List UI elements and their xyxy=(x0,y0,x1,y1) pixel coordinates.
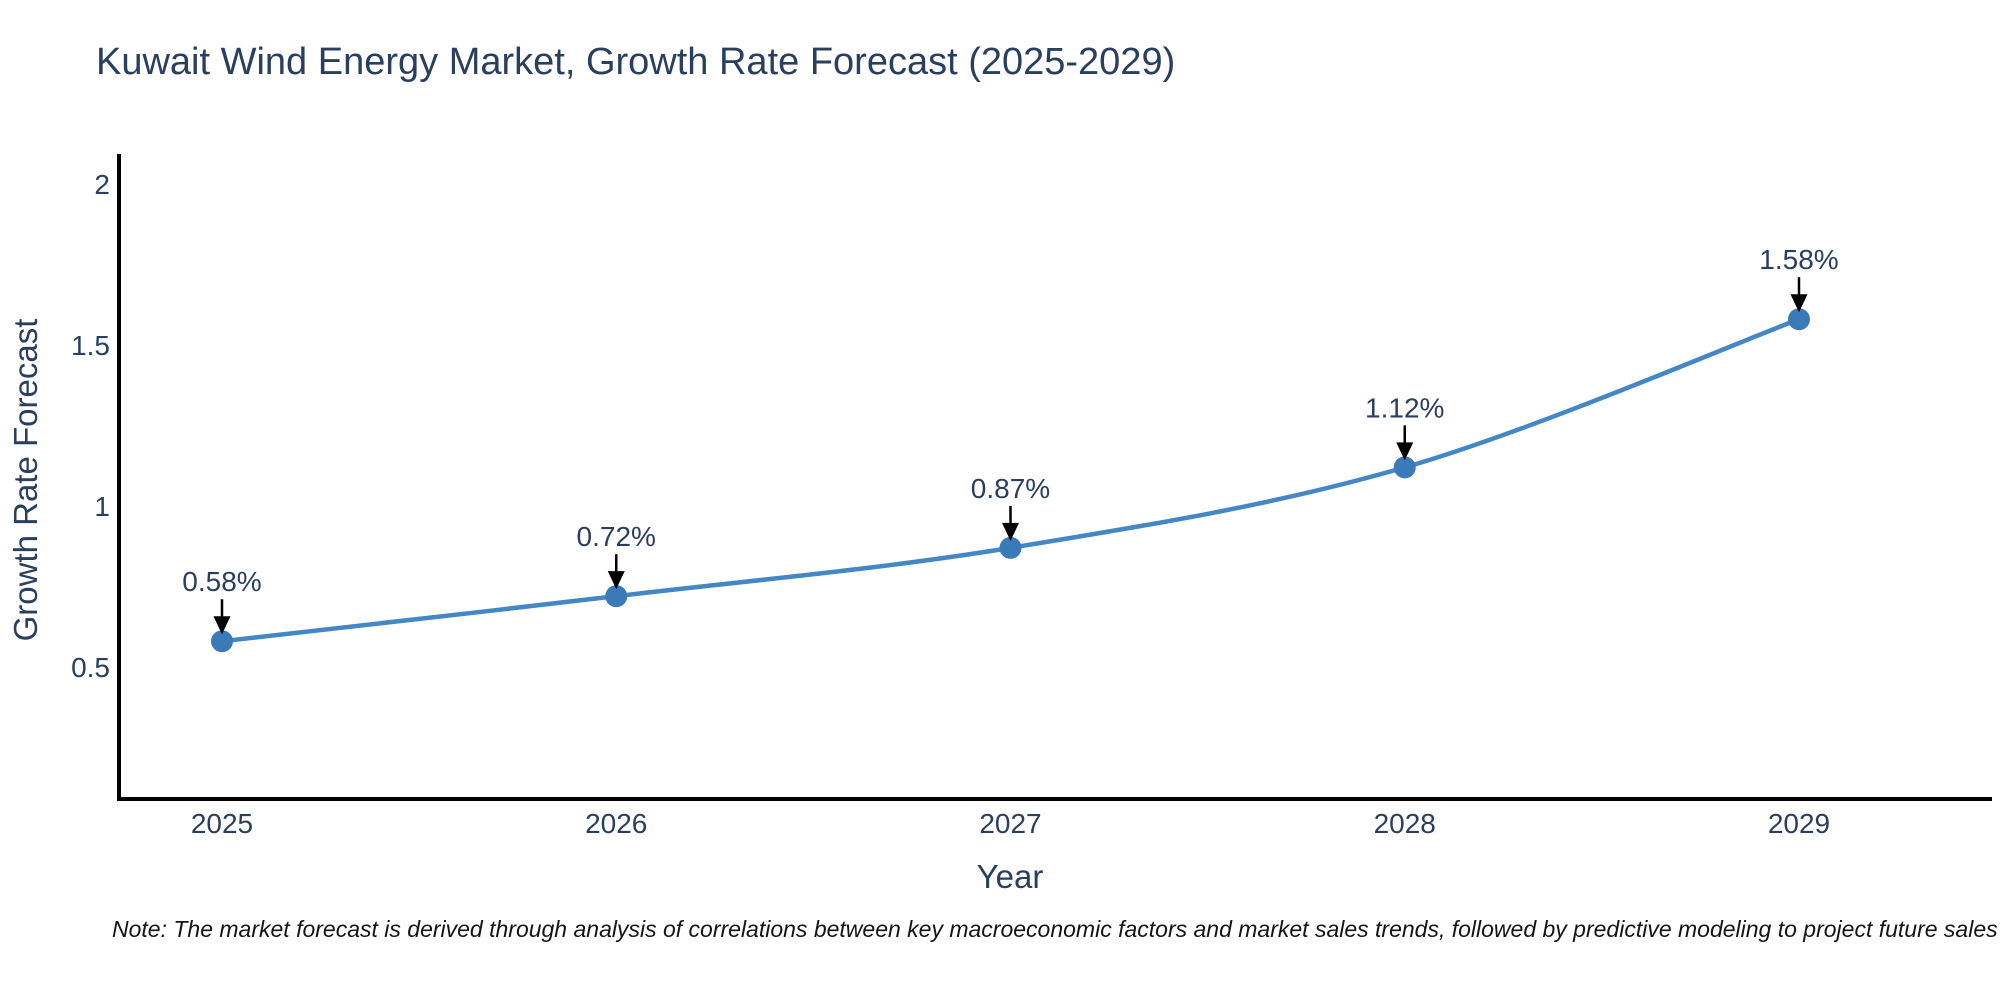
footnote: Note: The market forecast is derived thr… xyxy=(112,916,1998,942)
point-annotation-label: 1.12% xyxy=(1365,392,1444,423)
point-annotation-label: 0.58% xyxy=(182,566,261,597)
y-tick-label: 2 xyxy=(94,169,110,200)
data-point-2025[interactable] xyxy=(211,630,233,653)
data-point-2028[interactable] xyxy=(1393,456,1416,479)
x-tick-label: 2028 xyxy=(1374,808,1436,839)
x-axis-title: Year xyxy=(976,858,1044,895)
x-tick-label: 2026 xyxy=(585,808,647,839)
x-tick-label: 2027 xyxy=(979,808,1041,839)
annotation-arrowhead-icon xyxy=(607,571,625,590)
data-point-2029[interactable] xyxy=(1788,308,1810,331)
annotation-arrowhead-icon xyxy=(1396,442,1414,461)
data-point-2027[interactable] xyxy=(999,536,1022,559)
x-tick-label: 2029 xyxy=(1768,808,1830,839)
annotation-arrowhead-icon xyxy=(213,616,231,635)
y-tick-label: 1 xyxy=(94,491,110,522)
point-annotation-label: 1.58% xyxy=(1759,244,1838,275)
point-annotation-label: 0.87% xyxy=(971,473,1050,504)
data-point-2026[interactable] xyxy=(605,585,628,608)
annotation-arrowhead-icon xyxy=(1790,294,1808,313)
x-tick-label: 2025 xyxy=(191,808,253,839)
annotation-arrowhead-icon xyxy=(1002,522,1019,541)
y-tick-label: 0.5 xyxy=(71,652,110,683)
point-annotation-label: 0.72% xyxy=(577,521,656,552)
chart-title: Kuwait Wind Energy Market, Growth Rate F… xyxy=(96,41,1176,83)
y-tick-label: 1.5 xyxy=(71,330,110,361)
y-axis-title: Growth Rate Forecast xyxy=(7,318,44,642)
